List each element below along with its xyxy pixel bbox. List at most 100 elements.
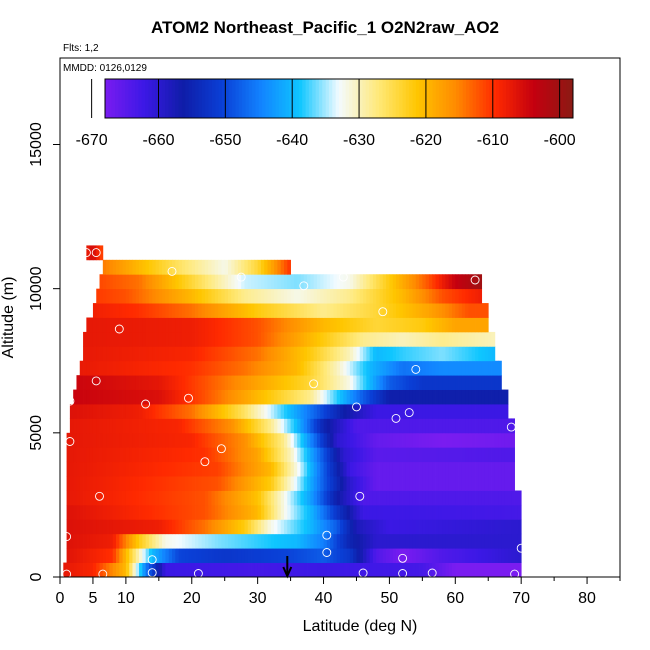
- heatmap-cell: [508, 533, 512, 549]
- heatmap-cell: [452, 504, 456, 520]
- heatmap-cell: [260, 303, 265, 318]
- heatmap-cell: [165, 476, 170, 491]
- heatmap-cell: [92, 476, 97, 491]
- heatmap-cell: [435, 360, 440, 376]
- heatmap-cell: [204, 375, 209, 390]
- heatmap-cell: [168, 331, 173, 347]
- heatmap-cell: [145, 461, 150, 477]
- heatmap-cell: [218, 461, 222, 477]
- heatmap-cell: [293, 303, 298, 318]
- heatmap-cell: [316, 432, 321, 448]
- heatmap-cell: [125, 533, 130, 549]
- heatmap-cell: [399, 432, 403, 448]
- heatmap-cell: [86, 331, 91, 347]
- heatmap-cell: [376, 346, 380, 362]
- heatmap-cell: [162, 274, 166, 290]
- heatmap-cell: [379, 504, 384, 520]
- heatmap-cell: [129, 346, 133, 362]
- heatmap-cell: [251, 432, 255, 448]
- heatmap-cell: [191, 562, 196, 578]
- heatmap-cell: [125, 303, 130, 318]
- heatmap-cell: [323, 346, 328, 362]
- heatmap-cell: [211, 360, 216, 376]
- heatmap-cell: [297, 346, 301, 362]
- heatmap-cell: [382, 303, 387, 318]
- heatmap-cell: [382, 346, 387, 362]
- heatmap-cell: [333, 418, 338, 434]
- heatmap-cell: [267, 562, 272, 578]
- colorbar-segment: [562, 79, 567, 118]
- heatmap-cell: [369, 389, 374, 405]
- heatmap-cell: [435, 375, 440, 390]
- heatmap-cell: [389, 274, 394, 290]
- heatmap-cell: [79, 404, 84, 419]
- heatmap-cell: [145, 346, 150, 362]
- heatmap-cell: [112, 490, 117, 506]
- heatmap-cell: [425, 490, 430, 506]
- heatmap-cell: [112, 404, 117, 419]
- heatmap-cell: [425, 504, 430, 520]
- heatmap-cell: [402, 317, 407, 333]
- heatmap-cell: [402, 476, 407, 491]
- heatmap-cell: [148, 461, 153, 477]
- heatmap-cell: [83, 504, 87, 520]
- heatmap-cell: [481, 317, 486, 333]
- heatmap-cell: [175, 504, 179, 520]
- heatmap-cell: [412, 389, 417, 405]
- heatmap-cell: [148, 476, 153, 491]
- heatmap-cell: [241, 375, 245, 390]
- heatmap-cell: [109, 504, 114, 520]
- heatmap-cell: [399, 303, 403, 318]
- heatmap-cell: [320, 533, 324, 549]
- heatmap-cell: [333, 519, 338, 535]
- heatmap-cell: [484, 432, 489, 448]
- heatmap-cell: [119, 389, 123, 405]
- heatmap-cell: [508, 432, 512, 448]
- heatmap-cell: [353, 375, 357, 390]
- heatmap-cell: [260, 548, 265, 563]
- heatmap-cell: [208, 490, 212, 506]
- heatmap-cell: [69, 519, 74, 535]
- heatmap-cell: [310, 432, 315, 448]
- heatmap-cell: [158, 404, 163, 419]
- heatmap-cell: [376, 274, 380, 290]
- heatmap-cell: [106, 331, 110, 347]
- heatmap-cell: [297, 331, 301, 347]
- heatmap-cell: [152, 504, 156, 520]
- heatmap-cell: [165, 331, 170, 347]
- heatmap-cell: [125, 476, 130, 491]
- heatmap-cell: [234, 504, 239, 520]
- colorbar-segment: [141, 79, 146, 118]
- heatmap-cell: [402, 288, 407, 304]
- heatmap-cell: [396, 375, 400, 390]
- heatmap-cell: [501, 519, 506, 535]
- heatmap-cell: [376, 418, 380, 434]
- heatmap-cell: [461, 476, 466, 491]
- y-tick-label: 10000: [28, 266, 45, 311]
- heatmap-cell: [448, 548, 453, 563]
- heatmap-cell: [340, 375, 344, 390]
- heatmap-cell: [208, 533, 212, 549]
- heatmap-cell: [320, 504, 324, 520]
- heatmap-cell: [465, 389, 469, 405]
- heatmap-cell: [425, 476, 430, 491]
- heatmap-cell: [369, 360, 374, 376]
- observation-point: [378, 307, 388, 317]
- heatmap-cell: [425, 317, 430, 333]
- heatmap-cell: [346, 375, 351, 390]
- heatmap-cell: [405, 331, 410, 347]
- heatmap-cell: [310, 548, 315, 563]
- heatmap-band: [83, 331, 496, 347]
- heatmap-cell: [366, 519, 371, 535]
- heatmap-cell: [247, 389, 252, 405]
- heatmap-cell: [323, 504, 328, 520]
- heatmap-cell: [221, 447, 226, 463]
- heatmap-cell: [343, 461, 347, 477]
- heatmap-cell: [139, 288, 143, 304]
- heatmap-cell: [198, 504, 203, 520]
- heatmap-cell: [247, 432, 252, 448]
- heatmap-cell: [92, 317, 97, 333]
- heatmap-cell: [132, 490, 137, 506]
- heatmap-cell: [158, 548, 163, 563]
- heatmap-cell: [412, 360, 417, 376]
